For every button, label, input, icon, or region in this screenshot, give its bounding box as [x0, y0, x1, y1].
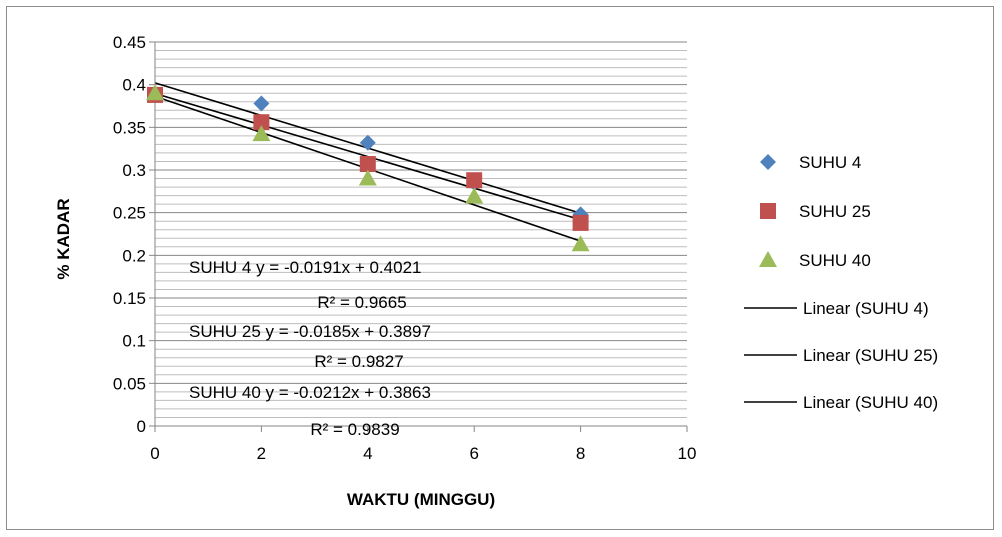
x-tick-label: 2 — [257, 444, 266, 463]
annotation: SUHU 25 y = -0.0185x + 0.3897 — [189, 322, 431, 341]
legend-marker — [760, 203, 776, 219]
axes — [155, 42, 687, 426]
annotation: R² = 0.9827 — [314, 352, 403, 371]
x-axis-title: WAKTU (MINGGU) — [347, 490, 495, 509]
x-tick-label: 6 — [469, 444, 478, 463]
point-series2 — [573, 215, 589, 231]
legend-marker — [760, 154, 776, 170]
y-tick-label: 0.05 — [113, 374, 146, 393]
y-tick-label: 0.25 — [113, 204, 146, 223]
point-series2 — [466, 172, 482, 188]
y-tick-label: 0.1 — [122, 332, 146, 351]
data-points — [146, 84, 590, 251]
annotation: R² = 0.9665 — [317, 293, 406, 312]
y-tick-label: 0.3 — [122, 161, 146, 180]
legend-label: SUHU 25 — [799, 202, 871, 221]
point-series1 — [253, 95, 269, 111]
annotation: SUHU 40 y = -0.0212x + 0.3863 — [189, 383, 431, 402]
x-tick-labels: 0 2 4 6 8 10 — [150, 426, 696, 463]
y-tick-label: 0.45 — [113, 33, 146, 52]
y-axis-title: % KADAR — [54, 198, 73, 279]
annotation: SUHU 4 y = -0.0191x + 0.4021 — [189, 258, 421, 277]
point-series1 — [360, 135, 376, 151]
legend-label: Linear (SUHU 25) — [803, 346, 938, 365]
legend-label: SUHU 40 — [799, 251, 871, 270]
annotation: R² = 0.9839 — [310, 420, 399, 439]
y-tick-label: 0.35 — [113, 118, 146, 137]
y-tick-label: 0.4 — [122, 76, 146, 95]
legend: SUHU 4 SUHU 25 SUHU 40 Linear (SUHU 4) Linea… — [744, 153, 938, 412]
x-tick-label: 10 — [678, 444, 697, 463]
legend-label: SUHU 4 — [799, 153, 861, 172]
x-tick-label: 8 — [576, 444, 585, 463]
legend-label: Linear (SUHU 40) — [803, 393, 938, 412]
y-tick-label: 0.15 — [113, 289, 146, 308]
legend-label: Linear (SUHU 4) — [803, 299, 929, 318]
gridlines — [155, 42, 687, 417]
annotations: SUHU 4 y = -0.0191x + 0.4021 R² = 0.9665 S… — [189, 258, 431, 439]
point-series3 — [572, 235, 590, 251]
x-tick-label: 0 — [150, 444, 159, 463]
y-tick-label: 0.2 — [122, 246, 146, 265]
legend-marker — [759, 251, 777, 267]
chart: 0 0.05 0.1 0.15 0.2 0.25 0.3 0.35 0.4 0.45 0 2 4 6 8 1… — [7, 7, 993, 529]
x-tick-label: 4 — [363, 444, 372, 463]
y-tick-label: 0 — [137, 417, 146, 436]
chart-frame: 0 0.05 0.1 0.15 0.2 0.25 0.3 0.35 0.4 0.45 0 2 4 6 8 1… — [6, 6, 994, 530]
